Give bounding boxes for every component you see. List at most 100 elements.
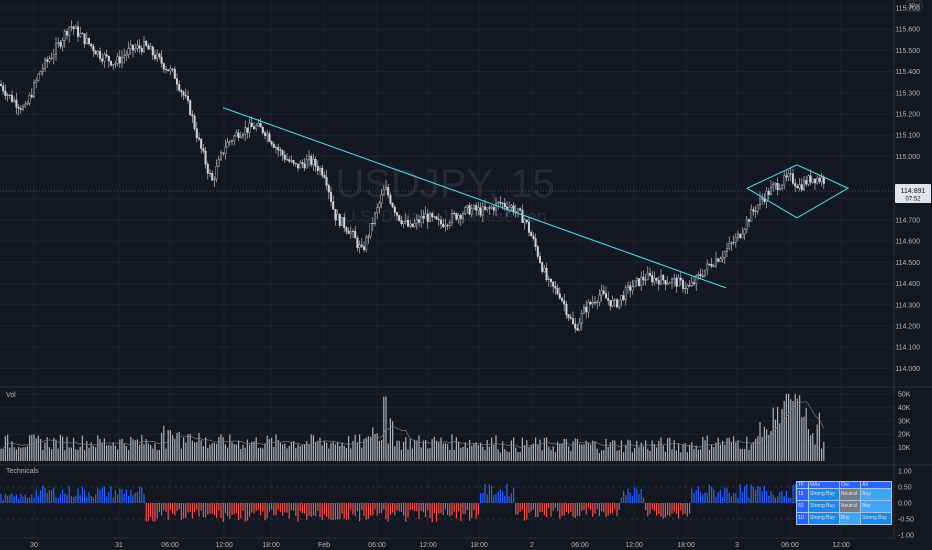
candle-body: [495, 202, 498, 211]
candle-body: [541, 262, 544, 272]
volume-bar: [515, 447, 517, 461]
diamond-pattern[interactable]: [745, 164, 850, 219]
candle-body: [805, 180, 808, 185]
osc-bar: [161, 503, 163, 516]
osc-bar: [306, 503, 308, 520]
osc-bar: [308, 503, 310, 516]
candle-body: [420, 216, 423, 223]
volume-bar: [706, 435, 708, 461]
volume-bar: [629, 440, 631, 461]
osc-bar: [315, 503, 317, 517]
volume-bar: [235, 444, 237, 461]
volume-bar: [409, 438, 411, 461]
price-tick-label: 115.600: [895, 27, 920, 34]
osc-bar: [200, 503, 202, 511]
volume-bar: [482, 446, 484, 461]
candle-body: [655, 277, 658, 281]
candle-body: [367, 236, 370, 238]
volume-bar: [517, 452, 519, 461]
volume-bar: [788, 394, 790, 461]
osc-bar: [601, 503, 603, 512]
volume-bar: [625, 445, 627, 461]
osc-bar: [337, 503, 339, 520]
candle-body: [787, 173, 790, 178]
volume-bar: [614, 440, 616, 461]
osc-bar: [689, 503, 691, 514]
osc-bar: [684, 503, 686, 514]
price-tick-label: 115.300: [895, 90, 920, 97]
volume-bar: [640, 442, 642, 461]
osc-bar: [634, 487, 636, 503]
osc-bar: [719, 489, 721, 503]
osc-bar: [112, 497, 114, 503]
technicals-pane-label[interactable]: Technicals: [6, 468, 39, 475]
osc-bar: [211, 503, 213, 514]
candle-body: [605, 293, 608, 299]
volume-bar: [222, 437, 224, 461]
candle-body: [723, 251, 726, 258]
osc-bar: [744, 486, 746, 503]
osc-bar: [11, 493, 13, 503]
osc-bar: [271, 503, 273, 510]
candle-body: [123, 55, 126, 58]
volume-bar: [561, 443, 563, 461]
currency-badge[interactable]: [905, 0, 923, 12]
price-axis[interactable]: 115.700 115.600 115.500 115.400 115.300 115.2…: [895, 6, 920, 373]
candle-body: [279, 149, 282, 151]
volume-bar: [431, 439, 433, 461]
candle-body: [134, 48, 137, 51]
volume-bar: [484, 450, 486, 461]
technicals-table-header: TF MAs Osc All: [796, 481, 892, 489]
volume-bar: [616, 450, 618, 461]
volume-bar: [728, 437, 730, 461]
volume-bar: [774, 419, 776, 461]
candle-body: [583, 306, 586, 314]
volume-bar: [638, 447, 640, 461]
osc-bar: [642, 497, 644, 503]
candle-body: [547, 278, 550, 280]
volume-bar: [568, 446, 570, 461]
osc-bar: [708, 484, 710, 503]
osc-bar: [123, 493, 125, 503]
osc-bar: [561, 503, 563, 516]
volume-bar: [708, 449, 710, 461]
volume-bar: [603, 450, 605, 461]
price-candles[interactable]: [0, 20, 825, 333]
candle-body: [607, 298, 610, 301]
volume-bar: [81, 435, 83, 461]
osc-bar: [662, 503, 664, 519]
osc-bar: [405, 503, 407, 522]
osc-bar: [33, 497, 35, 503]
volume-bar: [768, 434, 770, 461]
osc-bar: [84, 489, 86, 503]
volume-bar: [493, 444, 495, 461]
volume-pane-label[interactable]: Vol: [6, 392, 16, 399]
osc-bar: [442, 503, 444, 515]
volume-ma-path: [0, 400, 825, 450]
osc-bar: [565, 503, 567, 512]
volume-bar: [301, 444, 303, 461]
osc-bar: [222, 503, 224, 523]
osc-bar: [664, 503, 666, 518]
candle-body: [479, 207, 482, 216]
candle-body: [721, 256, 724, 260]
candle-body: [616, 299, 619, 308]
candle-body: [510, 205, 513, 208]
osc-bar: [504, 495, 506, 503]
volume-bar: [319, 437, 321, 461]
candle-body: [576, 328, 579, 331]
osc-bar: [57, 498, 59, 503]
volume-bar: [530, 444, 532, 461]
time-axis[interactable]: 30 31 06:00 12:00 18:00 Feb 06:00 12:00 18:00 2 06…: [30, 542, 850, 549]
osc-bar: [497, 491, 499, 503]
candle-body: [761, 198, 764, 200]
candle-body: [44, 59, 47, 69]
volume-axis: 50K 40K 30K 20K 10K: [898, 392, 911, 453]
trendline[interactable]: [222, 107, 727, 289]
osc-bar: [458, 503, 460, 511]
candle-body: [39, 71, 42, 75]
drawings[interactable]: [222, 107, 850, 289]
osc-bar: [187, 503, 189, 513]
osc-bar: [323, 503, 325, 515]
